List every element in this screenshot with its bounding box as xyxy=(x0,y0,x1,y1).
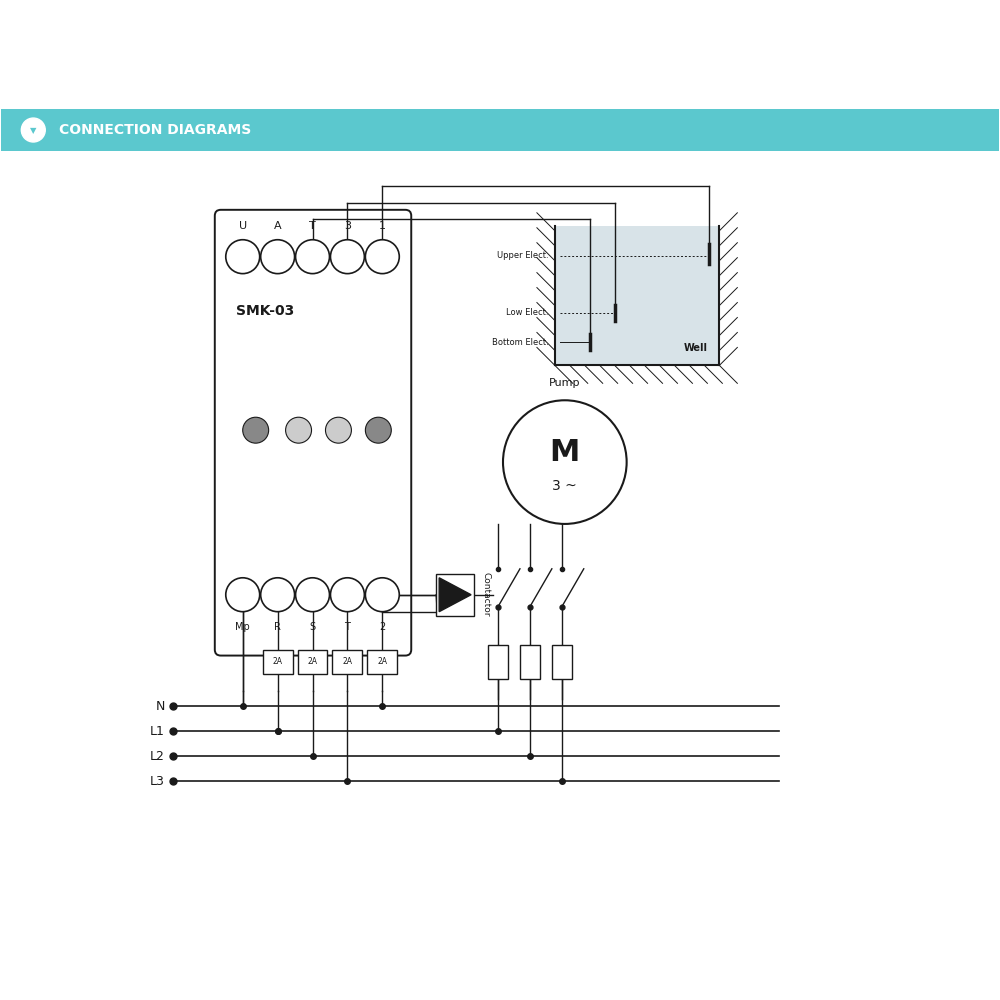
Circle shape xyxy=(296,240,329,274)
Bar xyxy=(520,645,540,679)
Circle shape xyxy=(330,578,364,612)
Bar xyxy=(263,650,293,674)
Text: M: M xyxy=(550,438,580,467)
Circle shape xyxy=(21,118,45,142)
Text: T: T xyxy=(344,622,350,632)
Text: 2A: 2A xyxy=(342,657,352,666)
Text: L3: L3 xyxy=(150,775,165,788)
Text: 2A: 2A xyxy=(308,657,318,666)
Circle shape xyxy=(365,417,391,443)
Text: 2: 2 xyxy=(379,622,385,632)
Text: ▼: ▼ xyxy=(30,126,37,135)
Circle shape xyxy=(226,578,260,612)
Text: 2A: 2A xyxy=(377,657,387,666)
Text: 1: 1 xyxy=(379,221,386,231)
Text: T: T xyxy=(309,221,316,231)
Bar xyxy=(436,574,474,616)
Bar xyxy=(367,650,397,674)
Circle shape xyxy=(261,240,295,274)
Text: S: S xyxy=(309,622,316,632)
Text: N: N xyxy=(156,700,165,713)
Circle shape xyxy=(286,417,312,443)
Circle shape xyxy=(325,417,351,443)
Text: 3 ~: 3 ~ xyxy=(552,479,577,493)
Text: Upper Elect.: Upper Elect. xyxy=(497,251,549,260)
Polygon shape xyxy=(439,578,471,612)
Circle shape xyxy=(365,578,399,612)
Bar xyxy=(1,109,999,151)
Text: Well: Well xyxy=(683,343,707,353)
Bar xyxy=(552,645,572,679)
Text: 2A: 2A xyxy=(273,657,283,666)
Circle shape xyxy=(243,417,269,443)
Text: Low Elect.: Low Elect. xyxy=(506,308,549,317)
Bar xyxy=(298,650,327,674)
Text: Pump: Pump xyxy=(549,378,581,388)
Circle shape xyxy=(503,400,627,524)
Text: R: R xyxy=(274,622,281,632)
Text: 3: 3 xyxy=(344,221,351,231)
Circle shape xyxy=(296,578,329,612)
Text: Contactor: Contactor xyxy=(482,572,491,617)
Circle shape xyxy=(226,240,260,274)
Text: Bottom Elect.: Bottom Elect. xyxy=(492,338,549,347)
Bar xyxy=(332,650,362,674)
Text: L2: L2 xyxy=(150,750,165,763)
Text: Mp: Mp xyxy=(235,622,250,632)
Text: U: U xyxy=(239,221,247,231)
Bar xyxy=(555,226,719,365)
Text: L1: L1 xyxy=(150,725,165,738)
Text: SMK-03: SMK-03 xyxy=(236,304,294,318)
Text: A: A xyxy=(274,221,281,231)
Bar xyxy=(488,645,508,679)
FancyBboxPatch shape xyxy=(215,210,411,656)
Circle shape xyxy=(261,578,295,612)
Circle shape xyxy=(330,240,364,274)
Text: CONNECTION DIAGRAMS: CONNECTION DIAGRAMS xyxy=(59,123,251,137)
Circle shape xyxy=(365,240,399,274)
